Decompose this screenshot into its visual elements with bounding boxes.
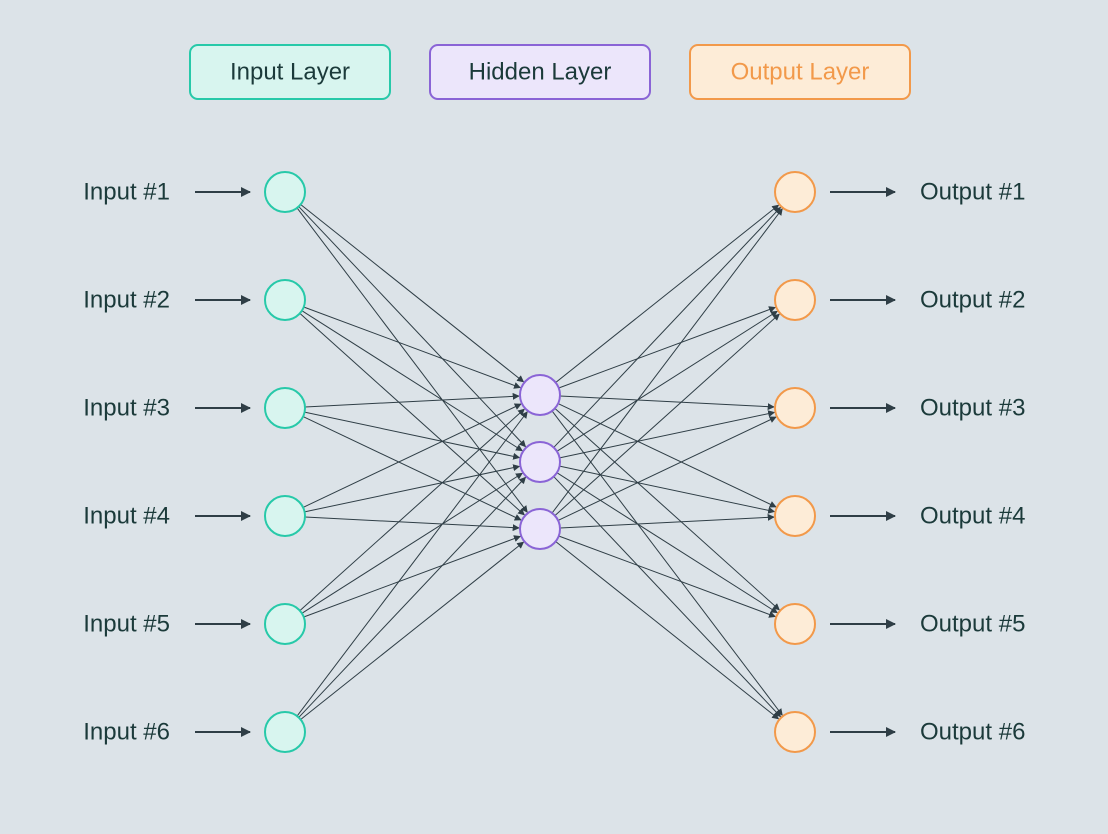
hidden-node-1 [520, 442, 560, 482]
hidden-node-0 [520, 375, 560, 415]
input-node-2 [265, 388, 305, 428]
output-node-1 [775, 280, 815, 320]
input-node-0 [265, 172, 305, 212]
output-node-2 [775, 388, 815, 428]
output-node-0 [775, 172, 815, 212]
output-label-0: Output #1 [920, 179, 1025, 206]
input-label-1: Input #2 [83, 287, 170, 314]
legend-label-1: Hidden Layer [469, 59, 612, 86]
output-label-4: Output #5 [920, 611, 1025, 638]
input-node-5 [265, 712, 305, 752]
input-label-5: Input #6 [83, 719, 170, 746]
output-label-5: Output #6 [920, 719, 1025, 746]
input-label-0: Input #1 [83, 179, 170, 206]
input-node-4 [265, 604, 305, 644]
output-label-3: Output #4 [920, 503, 1025, 530]
legend-label-0: Input Layer [230, 59, 350, 86]
input-node-1 [265, 280, 305, 320]
legend-label-2: Output Layer [731, 59, 870, 86]
neural-network-diagram: Input Layer Hidden Layer Output Layer Input… [0, 0, 1108, 834]
input-label-2: Input #3 [83, 395, 170, 422]
output-label-1: Output #2 [920, 287, 1025, 314]
output-label-2: Output #3 [920, 395, 1025, 422]
output-node-5 [775, 712, 815, 752]
input-label-4: Input #5 [83, 611, 170, 638]
hidden-node-2 [520, 509, 560, 549]
output-node-4 [775, 604, 815, 644]
output-node-3 [775, 496, 815, 536]
input-node-3 [265, 496, 305, 536]
input-label-3: Input #4 [83, 503, 170, 530]
